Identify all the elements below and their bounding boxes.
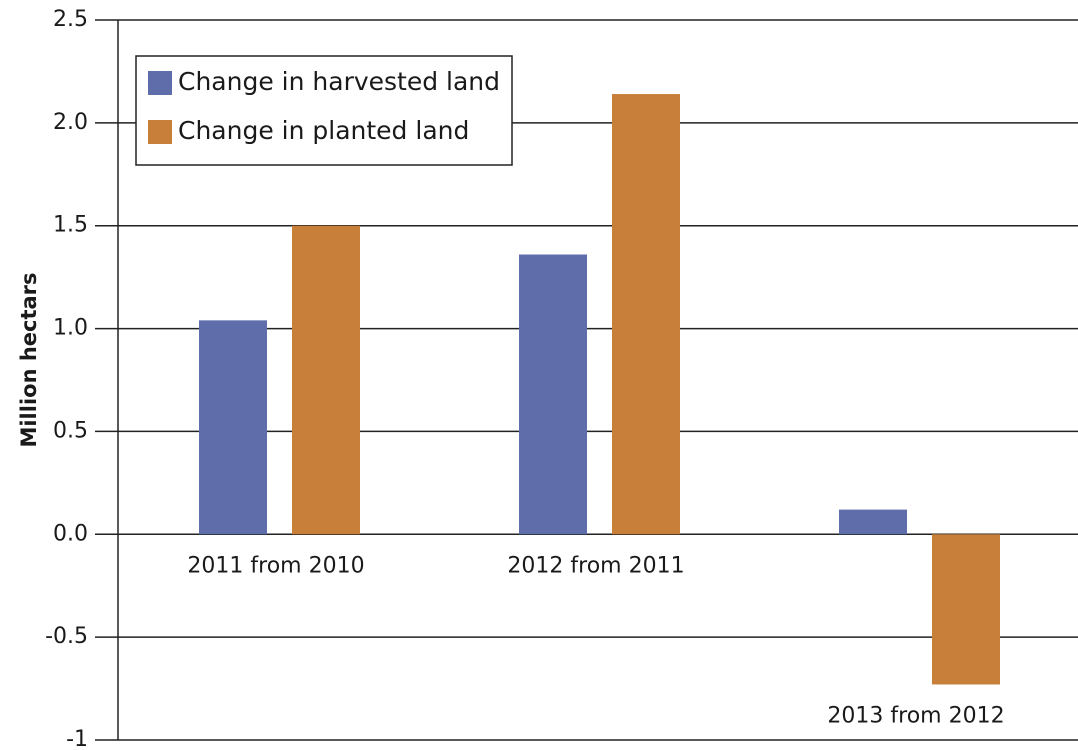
x-tick-label: 2012 from 2011 [507, 553, 684, 578]
legend-box [135, 55, 513, 166]
x-tick-label: 2011 from 2010 [187, 553, 364, 578]
y-tick-label: -0.5 [45, 624, 88, 649]
bar [292, 225, 360, 535]
y-tick-label: 0.5 [53, 418, 88, 443]
y-axis-title: Million hectars [17, 272, 41, 447]
y-tick-label: 2.0 [53, 110, 88, 135]
legend-swatch [148, 71, 172, 95]
y-tick-label: -1 [66, 727, 88, 750]
bar [932, 534, 1000, 685]
bar [199, 320, 267, 535]
legend-label: Change in planted land [178, 116, 469, 145]
legend-label: Change in harvested land [178, 67, 500, 96]
legend-swatch [148, 120, 172, 144]
y-tick-label: 0.0 [53, 521, 88, 546]
x-tick-label: 2013 from 2012 [827, 703, 1004, 728]
y-tick-label: 2.5 [53, 7, 88, 32]
bar [612, 94, 680, 535]
y-tick-label: 1.0 [53, 316, 88, 341]
bar [519, 254, 587, 535]
y-tick-label: 1.5 [53, 213, 88, 238]
bar [839, 509, 907, 535]
